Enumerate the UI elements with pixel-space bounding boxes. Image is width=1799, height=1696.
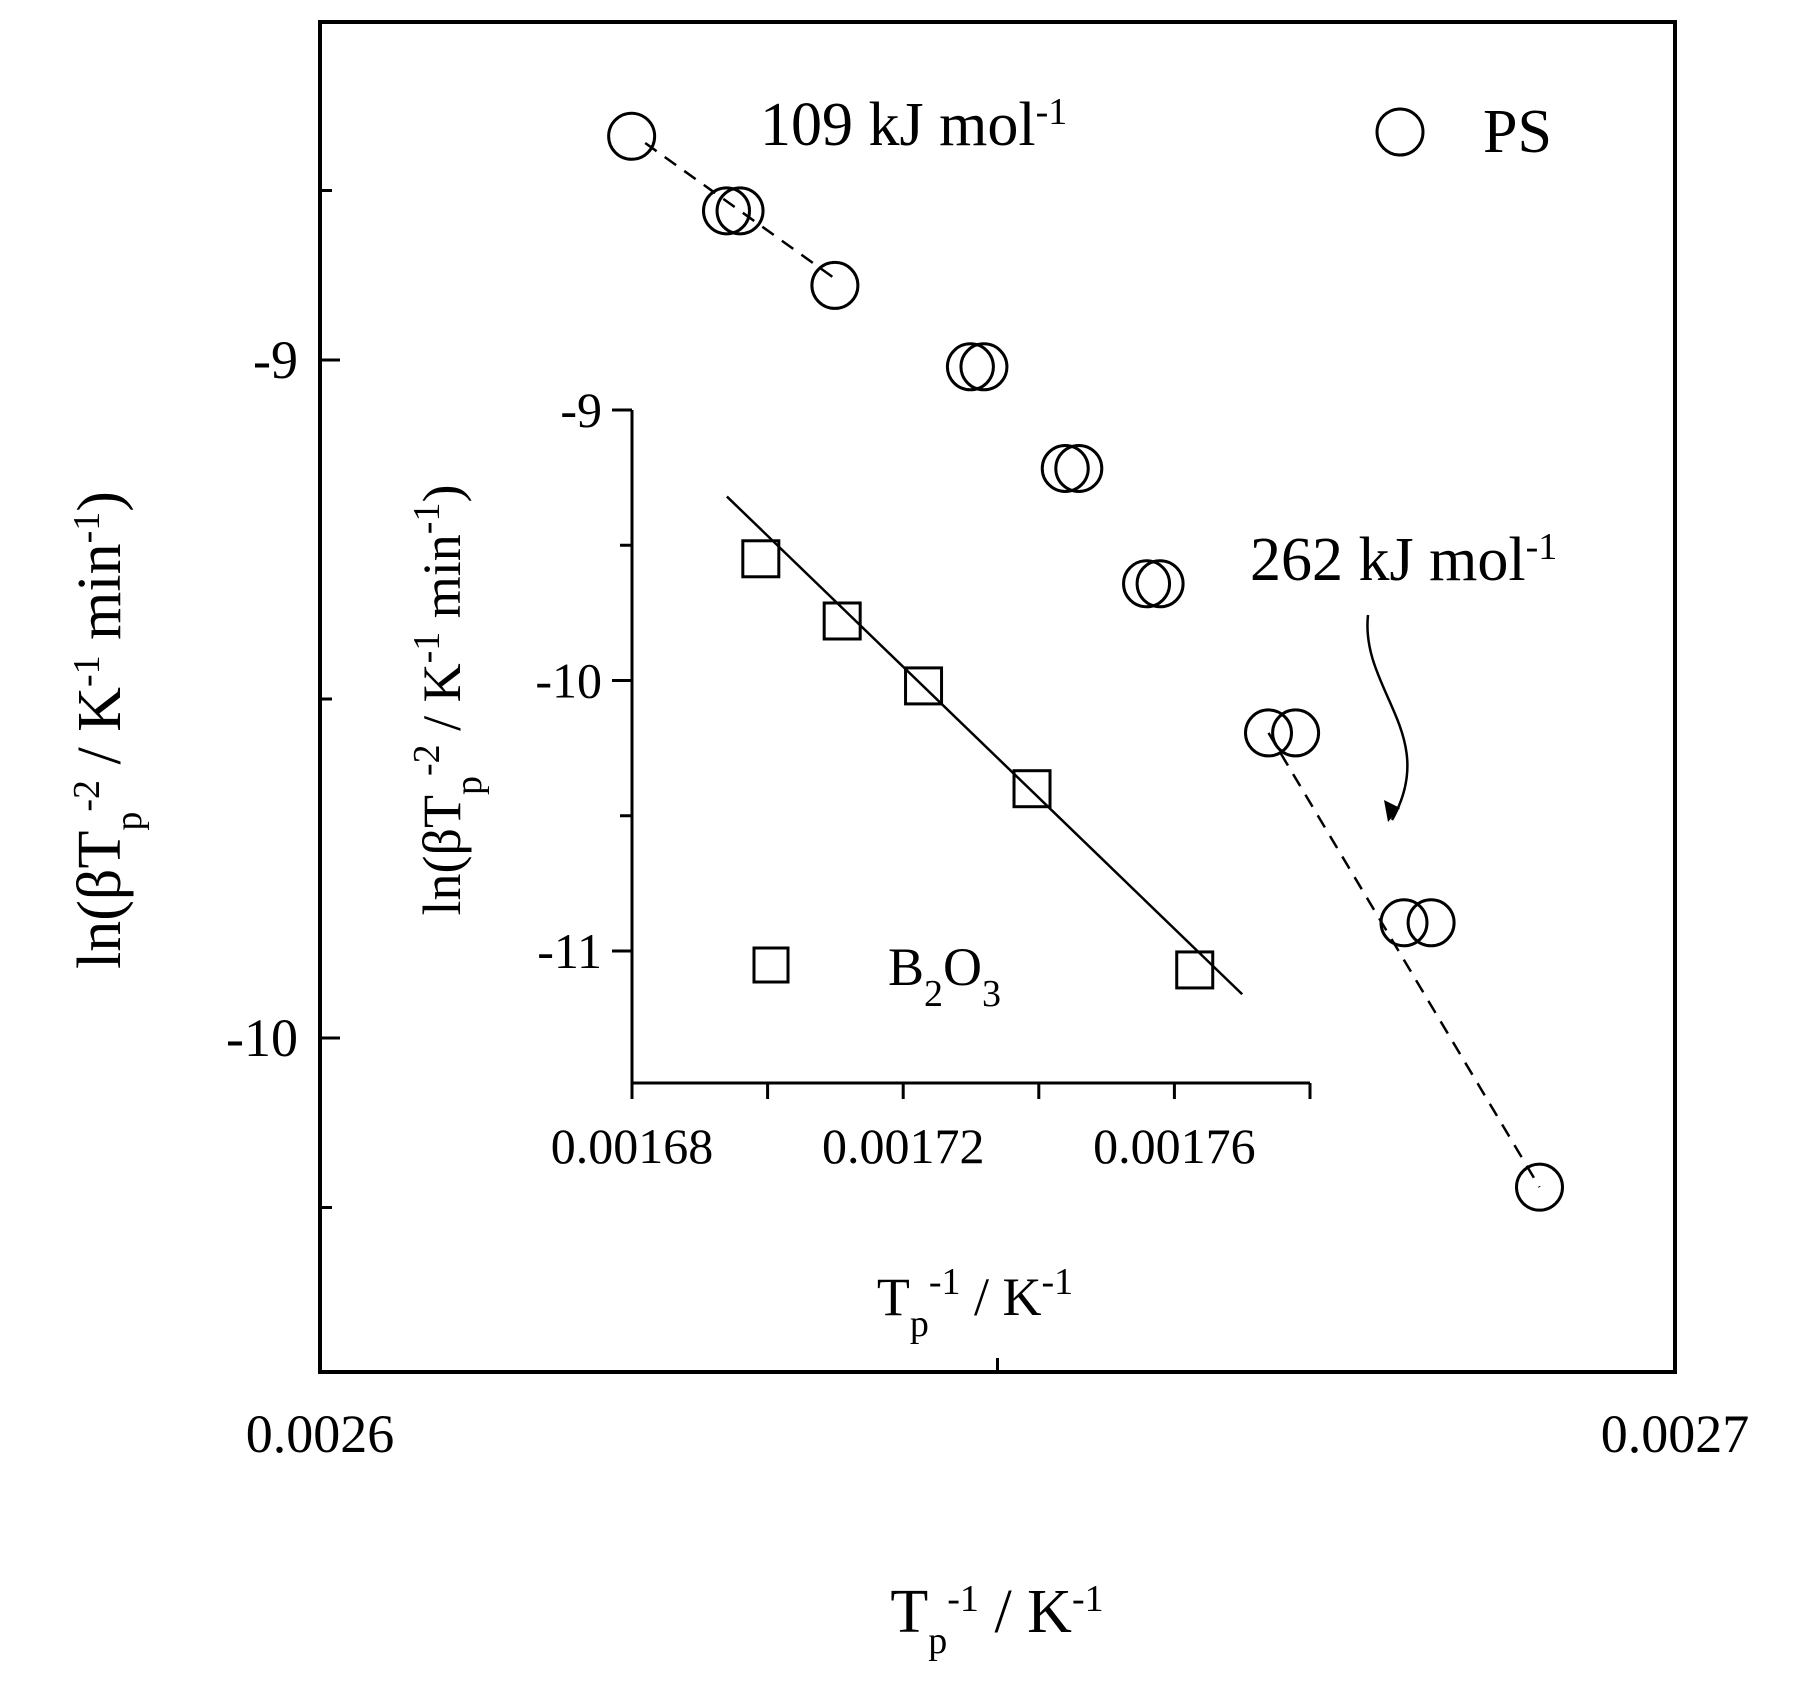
inset-y-axis-label: ln(βTp-2 / K-1 min-1) — [406, 485, 490, 916]
legend-b2o3-sub1: 2 — [924, 973, 943, 1015]
inset-x-label-sup: -1 — [929, 1261, 961, 1303]
main-x-tick-label: 0.0027 — [1601, 1404, 1750, 1464]
ps-point — [1515, 1162, 1564, 1212]
inset-y-tick-label: -10 — [535, 653, 602, 709]
main-x-tick-label: 0.0026 — [246, 1404, 395, 1464]
legend-ps-label: PS — [1483, 98, 1552, 166]
main-y-label-mid: / K — [66, 687, 134, 780]
main-y-label-sup2: -1 — [66, 655, 108, 687]
b2o3-point — [1175, 950, 1215, 990]
ps-point — [1135, 559, 1185, 609]
main-y-label-post: min — [66, 543, 134, 655]
main-y-label-close: ) — [66, 491, 134, 512]
main-fit-line — [644, 142, 836, 280]
b2o3-point — [822, 601, 862, 641]
b2o3-point — [741, 539, 781, 579]
main-x-label-sup2: -1 — [1072, 1578, 1104, 1620]
annotation-262-sup: -1 — [1526, 526, 1558, 568]
annotation-262-arrowhead — [1384, 800, 1400, 822]
inset-y-label-post: min — [412, 534, 472, 632]
ps-point — [1054, 443, 1104, 493]
inset-y-label-mid: / K — [412, 663, 472, 744]
annotation-262-arrow — [1366, 614, 1409, 821]
inset-x-label-sub: p — [910, 1303, 929, 1345]
annotation-262: 262 kJ mol-1 — [1250, 526, 1557, 594]
ps-point — [945, 342, 995, 392]
legend-b2o3-sub2: 3 — [982, 973, 1001, 1015]
main-plot-marks: -9 -10 0.0026 0.0027 — [226, 111, 1750, 1464]
inset-y-label-sub: p — [448, 776, 490, 795]
ps-point — [959, 342, 1009, 392]
b2o3-point — [904, 666, 944, 706]
ps-point — [1040, 443, 1090, 493]
inset-y-label-sup2: -1 — [406, 632, 448, 664]
legend-b2o3-main: B — [888, 937, 924, 997]
annotation-109-sup: -1 — [1036, 91, 1068, 133]
main-y-label-sup3: -1 — [66, 512, 108, 544]
b2o3-point — [1012, 769, 1052, 809]
ps-point — [1379, 898, 1429, 948]
inset-x-tick-label: 0.00168 — [551, 1118, 714, 1174]
inset-x-label-sup2: -1 — [1042, 1261, 1074, 1303]
main-y-label-sub: p — [108, 812, 150, 831]
ps-point — [702, 186, 751, 236]
ps-point — [607, 111, 657, 161]
inset-y-tick-label: -9 — [560, 382, 602, 438]
legend-b2o3-label: B2O3 — [888, 937, 1001, 1015]
inset-plot-marks: -9 -10 -11 0.00168 0.00172 0.00176 — [535, 382, 1312, 1174]
inset-x-tick-label: 0.00172 — [822, 1118, 985, 1174]
ps-point — [1244, 708, 1293, 758]
main-y-tick-label: -10 — [226, 1008, 298, 1068]
inset-y-tick-label: -11 — [537, 923, 602, 979]
inset-x-label-main: T — [877, 1267, 910, 1327]
inset-y-label-sup: -2 — [406, 744, 448, 776]
ps-point — [1271, 708, 1321, 758]
ps-point — [1406, 898, 1456, 948]
main-x-label-rest: / K — [979, 1578, 1072, 1646]
legend-b2o3-mid: O — [943, 937, 982, 997]
annotation-109: 109 kJ mol-1 — [760, 91, 1067, 159]
inset-y-label-pre: ln(βT — [412, 795, 472, 915]
inset-y-label-close: ) — [412, 485, 472, 503]
annotation-262-text: 262 kJ mol — [1250, 526, 1526, 594]
ps-point — [1122, 559, 1172, 609]
main-y-label-sup: -2 — [66, 780, 108, 812]
ps-point — [715, 186, 765, 236]
annotation-109-text: 109 kJ mol — [760, 91, 1036, 159]
legend-b2o3-marker — [752, 946, 790, 984]
inset-x-axis-label: Tp-1 / K-1 — [877, 1261, 1073, 1345]
legend-ps-marker — [1375, 107, 1425, 157]
main-fit-line — [1267, 732, 1541, 1188]
ps-point — [810, 260, 860, 310]
main-y-tick-label: -9 — [253, 330, 298, 390]
inset-y-label-sup3: -1 — [406, 503, 448, 535]
main-plot-frame — [318, 20, 1677, 1374]
main-x-label-sub: p — [928, 1620, 947, 1662]
main-x-label-main: T — [890, 1578, 928, 1646]
main-y-axis-label: ln(βTp-2 / K-1 min-1) — [66, 491, 150, 969]
main-y-label-pre: ln(βT — [66, 831, 134, 969]
inset-x-tick-label: 0.00176 — [1093, 1118, 1256, 1174]
inset-x-label-rest: / K — [961, 1267, 1042, 1327]
inset-fit-line — [726, 495, 1244, 996]
main-x-axis-label: Tp-1 / K-1 — [890, 1578, 1103, 1662]
main-x-label-sup: -1 — [947, 1578, 979, 1620]
